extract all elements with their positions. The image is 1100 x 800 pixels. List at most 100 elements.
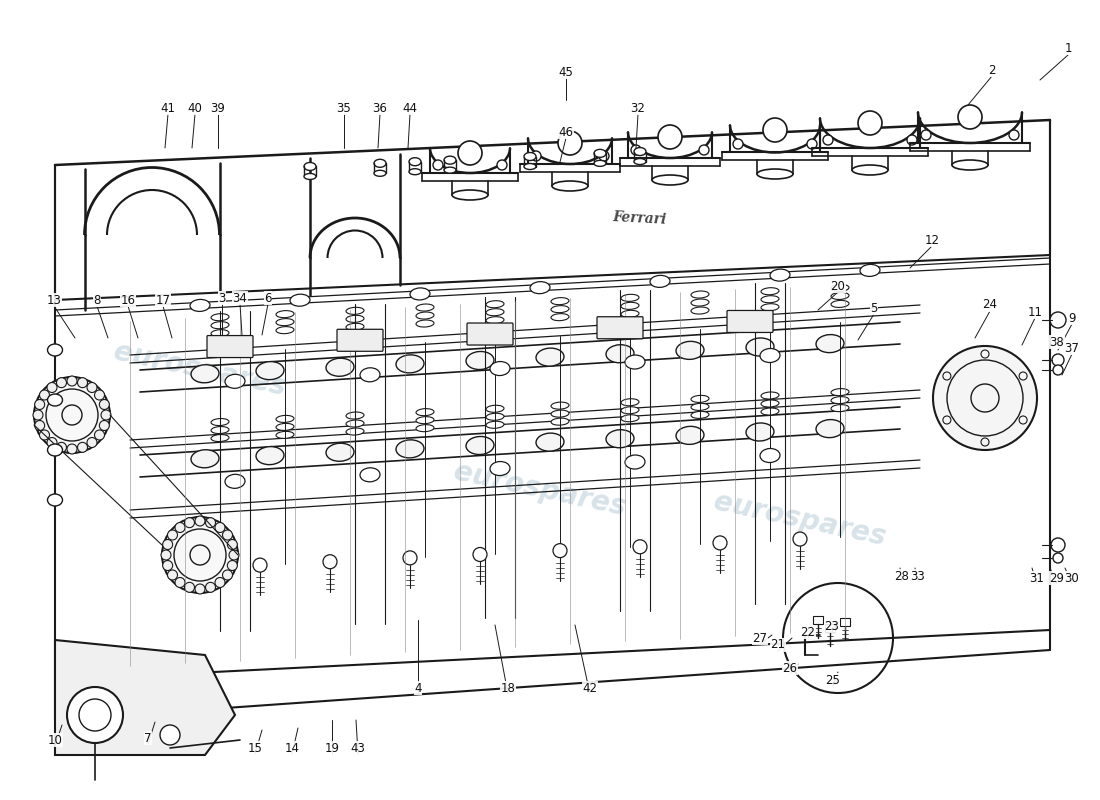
Circle shape bbox=[33, 410, 43, 420]
Circle shape bbox=[531, 151, 541, 161]
Text: 40: 40 bbox=[188, 102, 202, 114]
Ellipse shape bbox=[211, 314, 229, 321]
Ellipse shape bbox=[551, 314, 569, 321]
Ellipse shape bbox=[676, 426, 704, 444]
Text: 11: 11 bbox=[1027, 306, 1043, 318]
Ellipse shape bbox=[47, 494, 63, 506]
Circle shape bbox=[713, 536, 727, 550]
Ellipse shape bbox=[621, 414, 639, 422]
Text: 8: 8 bbox=[94, 294, 101, 306]
Ellipse shape bbox=[621, 294, 639, 302]
Circle shape bbox=[95, 390, 104, 400]
Circle shape bbox=[175, 522, 185, 533]
Circle shape bbox=[47, 438, 57, 447]
Text: 25: 25 bbox=[826, 674, 840, 686]
Circle shape bbox=[631, 145, 641, 155]
Ellipse shape bbox=[223, 342, 236, 351]
Circle shape bbox=[161, 550, 170, 560]
Ellipse shape bbox=[760, 349, 780, 362]
Ellipse shape bbox=[211, 418, 229, 426]
Ellipse shape bbox=[830, 389, 849, 396]
Ellipse shape bbox=[290, 294, 310, 306]
Polygon shape bbox=[840, 618, 850, 626]
Ellipse shape bbox=[486, 301, 504, 308]
Ellipse shape bbox=[761, 392, 779, 399]
Ellipse shape bbox=[490, 362, 510, 375]
Circle shape bbox=[167, 530, 177, 540]
Text: eurospares: eurospares bbox=[712, 488, 889, 552]
Circle shape bbox=[67, 444, 77, 454]
Ellipse shape bbox=[830, 397, 849, 404]
Ellipse shape bbox=[416, 425, 434, 432]
Ellipse shape bbox=[416, 320, 434, 327]
Circle shape bbox=[87, 382, 97, 393]
Circle shape bbox=[558, 131, 582, 155]
Text: 44: 44 bbox=[403, 102, 418, 114]
Text: 34: 34 bbox=[232, 291, 248, 305]
Circle shape bbox=[458, 141, 482, 165]
Ellipse shape bbox=[409, 158, 421, 166]
Text: 27: 27 bbox=[752, 631, 768, 645]
Circle shape bbox=[167, 570, 177, 580]
Ellipse shape bbox=[652, 175, 688, 185]
Circle shape bbox=[240, 342, 248, 350]
Ellipse shape bbox=[613, 322, 627, 333]
Ellipse shape bbox=[276, 423, 294, 430]
Text: 22: 22 bbox=[801, 626, 815, 638]
Text: eurospares: eurospares bbox=[111, 338, 288, 402]
Ellipse shape bbox=[486, 414, 504, 420]
Text: 2: 2 bbox=[988, 63, 996, 77]
Circle shape bbox=[658, 125, 682, 149]
Ellipse shape bbox=[621, 398, 639, 406]
Ellipse shape bbox=[444, 167, 456, 173]
Ellipse shape bbox=[594, 160, 606, 166]
Text: 21: 21 bbox=[770, 638, 785, 651]
Circle shape bbox=[56, 442, 66, 452]
Ellipse shape bbox=[761, 408, 779, 415]
Circle shape bbox=[858, 111, 882, 135]
Ellipse shape bbox=[770, 269, 790, 281]
Text: 37: 37 bbox=[1065, 342, 1079, 354]
Text: 26: 26 bbox=[782, 662, 797, 674]
Ellipse shape bbox=[746, 338, 774, 356]
Ellipse shape bbox=[416, 304, 434, 311]
Ellipse shape bbox=[416, 417, 434, 424]
Text: 10: 10 bbox=[47, 734, 63, 746]
Circle shape bbox=[228, 539, 238, 550]
Ellipse shape bbox=[326, 443, 354, 462]
Ellipse shape bbox=[374, 170, 386, 176]
Circle shape bbox=[500, 330, 508, 338]
Circle shape bbox=[553, 544, 566, 558]
Ellipse shape bbox=[594, 150, 606, 158]
Circle shape bbox=[175, 578, 185, 587]
Text: 16: 16 bbox=[121, 294, 135, 306]
Text: Ferrari: Ferrari bbox=[613, 210, 668, 226]
Ellipse shape bbox=[416, 312, 434, 319]
Ellipse shape bbox=[276, 326, 294, 334]
Ellipse shape bbox=[276, 431, 294, 438]
Circle shape bbox=[214, 578, 225, 587]
Ellipse shape bbox=[691, 299, 710, 306]
Circle shape bbox=[1050, 538, 1065, 552]
Circle shape bbox=[195, 516, 205, 526]
Text: eurospares: eurospares bbox=[451, 458, 629, 522]
Ellipse shape bbox=[761, 304, 779, 310]
Circle shape bbox=[1053, 365, 1063, 375]
Circle shape bbox=[732, 318, 740, 326]
Ellipse shape bbox=[860, 264, 880, 277]
Text: 45: 45 bbox=[559, 66, 573, 78]
Ellipse shape bbox=[226, 474, 245, 488]
Ellipse shape bbox=[830, 284, 849, 291]
Circle shape bbox=[403, 551, 417, 565]
Text: 13: 13 bbox=[46, 294, 62, 306]
Ellipse shape bbox=[650, 275, 670, 287]
Ellipse shape bbox=[346, 412, 364, 419]
Circle shape bbox=[632, 540, 647, 554]
Ellipse shape bbox=[691, 403, 710, 410]
Ellipse shape bbox=[490, 462, 510, 475]
Ellipse shape bbox=[374, 159, 386, 167]
Circle shape bbox=[222, 530, 232, 540]
Ellipse shape bbox=[621, 406, 639, 414]
Circle shape bbox=[163, 539, 173, 550]
Ellipse shape bbox=[346, 428, 364, 435]
